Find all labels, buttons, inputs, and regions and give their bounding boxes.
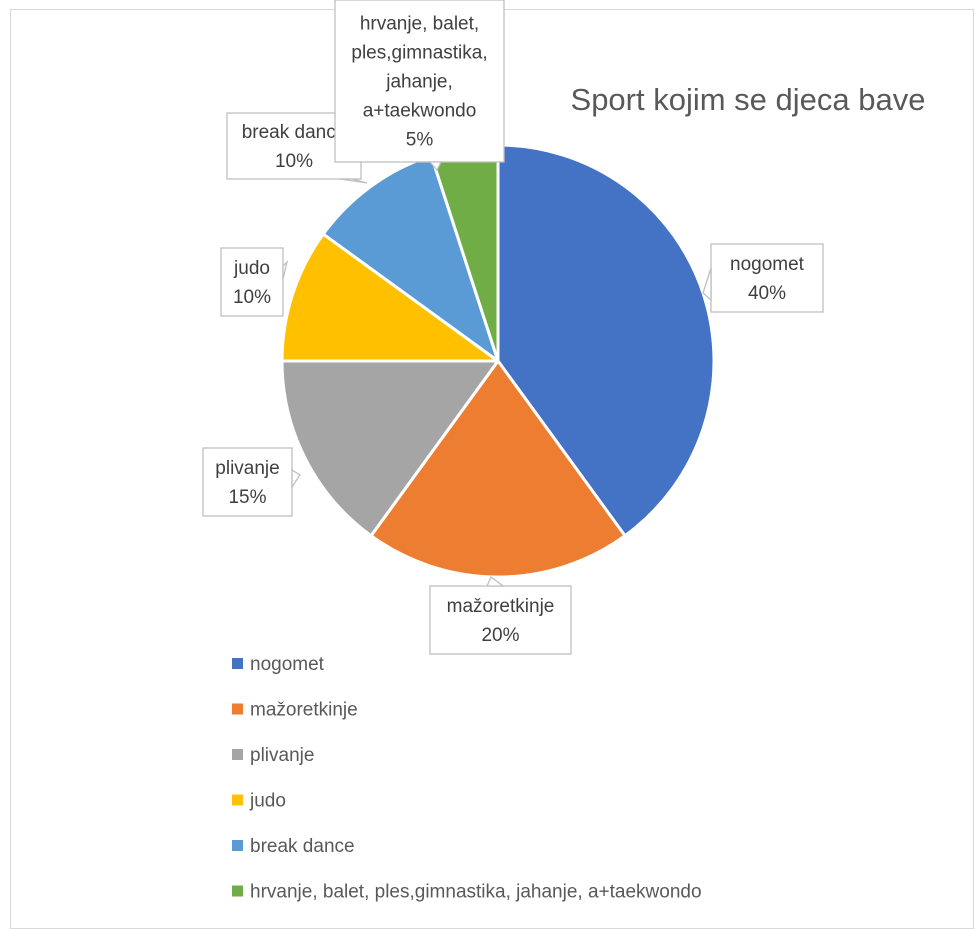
legend-label: nogomet: [250, 654, 325, 675]
data-label-text: 20%: [481, 625, 519, 646]
legend-swatch: [232, 658, 243, 669]
data-label-box: [202, 447, 293, 517]
data-label-pointer: [339, 178, 368, 184]
legend-swatch: [232, 749, 243, 760]
data-label-pointer: [428, 161, 443, 172]
data-label-text: jahanje,: [385, 72, 453, 93]
data-label-box: [429, 585, 572, 655]
data-label-pointer: [702, 267, 712, 302]
data-label-text: 40%: [748, 283, 786, 304]
legend-swatch: [232, 885, 243, 897]
legend-label: break dance: [250, 836, 355, 857]
data-label-text: plivanje: [215, 458, 279, 479]
data-label-box: [334, 0, 505, 163]
legend-label: judo: [249, 791, 286, 812]
data-labels: nogomet 40% mažoretkinje 20% plivanje 15% judo…: [202, 0, 824, 655]
data-label-text: 5%: [406, 130, 434, 151]
legend-swatch: [232, 840, 243, 851]
data-label-pointer: [282, 259, 289, 280]
legend-item-ma-oretkinje: mažoretkinje: [232, 700, 358, 721]
legend-label: plivanje: [250, 745, 314, 766]
data-label-ma-oretkinje: mažoretkinje 20%: [429, 575, 572, 655]
pie-slice-ma-oretkinje: [369, 359, 627, 579]
legend-item-break-dance: break dance: [232, 836, 355, 857]
data-label-text: break dance: [242, 122, 347, 143]
data-label-pointer: [291, 468, 301, 490]
data-label-judo: judo 10%: [220, 247, 289, 317]
legend-swatch: [232, 794, 243, 806]
data-label-pointer: [485, 575, 505, 587]
pie-slice-plivanje: [280, 359, 500, 538]
legend-item-nogomet: nogomet: [232, 654, 325, 675]
data-label-text: a+taekwondo: [363, 101, 477, 122]
data-label-text: judo: [233, 258, 270, 279]
data-label-text: 15%: [228, 487, 266, 508]
pie-slice-judo: [280, 232, 500, 363]
pie-slices: [280, 143, 716, 579]
legend-swatch: [232, 703, 243, 715]
data-label-plivanje: plivanje 15%: [202, 447, 301, 517]
legend-item-hrvanje-balet-ples-gimnastika-jahanje-a-taekwondo: hrvanje, balet, ples,gimnastika, jahanje…: [232, 882, 702, 903]
legend-label: mažoretkinje: [250, 700, 358, 721]
data-label-text: hrvanje, balet,: [360, 14, 479, 35]
data-label-box: [220, 247, 284, 317]
pie-slice-nogomet: [496, 143, 716, 538]
legend-label: hrvanje, balet, ples,gimnastika, jahanje…: [250, 882, 702, 903]
data-label-box: [710, 243, 824, 313]
data-label-text: ples,gimnastika,: [351, 43, 487, 64]
data-label-text: 10%: [275, 151, 313, 172]
legend-item-plivanje: plivanje: [232, 745, 314, 766]
data-label-nogomet: nogomet 40%: [702, 243, 824, 313]
legend-item-judo: judo: [232, 791, 286, 812]
chart-title: Sport kojim se djeca bave: [571, 82, 926, 117]
data-label-text: 10%: [233, 287, 271, 308]
data-label-text: mažoretkinje: [447, 596, 555, 617]
data-label-text: nogomet: [730, 254, 805, 275]
data-label-hrvanje-balet-ples-gimnastika-jahanje-a-taekwondo: hrvanje, balet, ples,gimnastika, jahanje, a…: [334, 0, 505, 172]
legend: nogomet mažoretkinje plivanje judo break dan…: [232, 654, 702, 903]
